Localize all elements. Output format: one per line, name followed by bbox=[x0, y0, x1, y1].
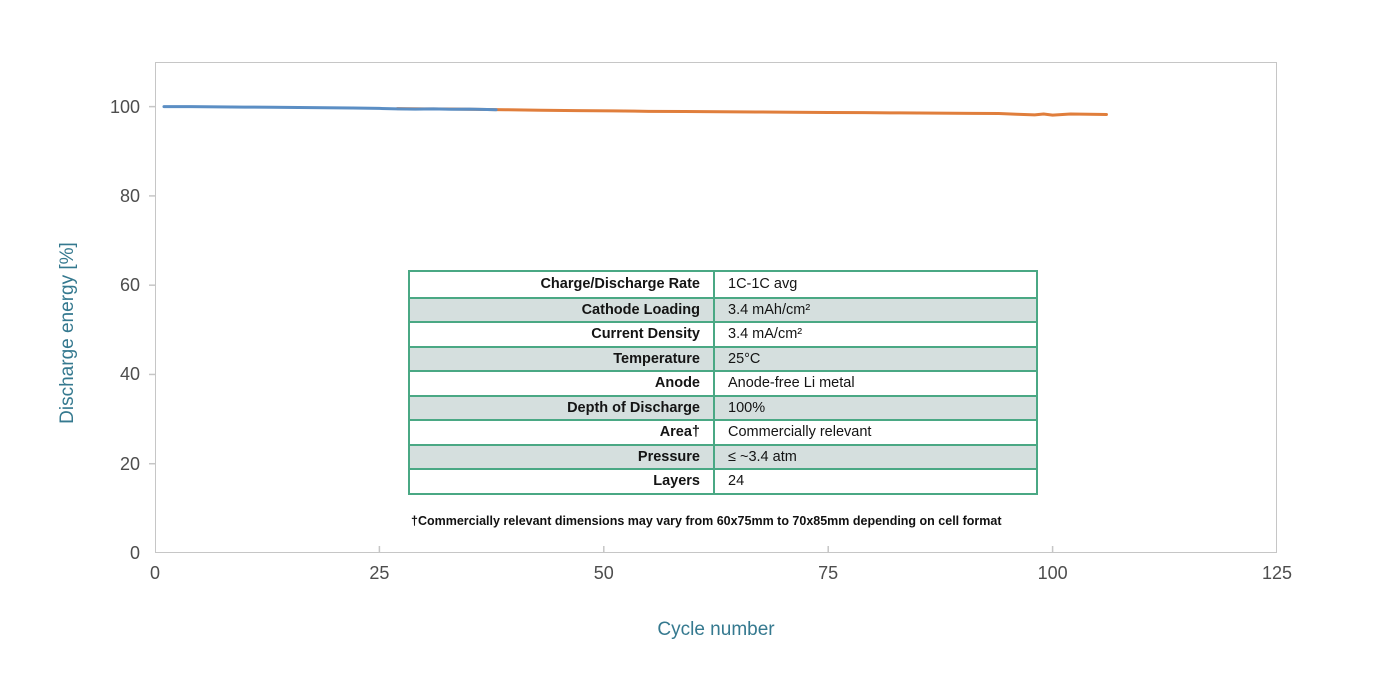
series-lines bbox=[162, 105, 1108, 117]
table-row-label: Cathode Loading bbox=[581, 301, 700, 318]
table-row: Pressure ≤ ~3.4 atm bbox=[410, 443, 1036, 468]
table-row-value: 3.4 mA/cm² bbox=[713, 323, 1036, 346]
table-row-value: ≤ ~3.4 atm bbox=[713, 445, 1036, 468]
table-row-value: Anode-free Li metal bbox=[713, 372, 1036, 395]
x-tick-label: 100 bbox=[1037, 563, 1068, 583]
table-row-value: 3.4 mAh/cm² bbox=[713, 298, 1036, 321]
table-row-label: Current Density bbox=[591, 326, 700, 343]
y-tick-label: 20 bbox=[119, 453, 140, 474]
x-tick-label: 125 bbox=[1261, 563, 1293, 583]
cell-spec-table: Charge/Discharge Rate 1C-1C avg Cathode Lo… bbox=[408, 270, 1038, 495]
tick-marks bbox=[149, 105, 1054, 553]
x-tick-label: 0 bbox=[149, 563, 160, 583]
table-row-value: 100% bbox=[713, 396, 1036, 419]
table-row: Depth of Discharge 100% bbox=[410, 394, 1036, 419]
table-row: Anode Anode-free Li metal bbox=[410, 370, 1036, 395]
table-row-label: Charge/Discharge Rate bbox=[540, 276, 700, 293]
table-row-value: 25°C bbox=[713, 347, 1036, 370]
x-axis-title: Cycle number bbox=[657, 619, 775, 640]
table-row-label: Temperature bbox=[613, 350, 700, 367]
table-row-value: Commercially relevant bbox=[713, 421, 1036, 444]
table-row: Current Density 3.4 mA/cm² bbox=[410, 321, 1036, 346]
y-tick-label: 60 bbox=[119, 275, 140, 296]
table-row-label: Layers bbox=[653, 473, 700, 490]
y-tick-label: 80 bbox=[119, 185, 140, 206]
table-row-value: 24 bbox=[713, 470, 1036, 493]
plot-area-border bbox=[155, 62, 1277, 553]
table-row: Area† Commercially relevant bbox=[410, 419, 1036, 444]
y-tick-label: 0 bbox=[129, 543, 140, 563]
table-row-label: Pressure bbox=[637, 448, 700, 465]
x-tick-label: 75 bbox=[818, 563, 839, 583]
table-row: Layers 24 bbox=[410, 468, 1036, 493]
table-row-label: Depth of Discharge bbox=[567, 399, 700, 416]
table-row-label: Anode bbox=[654, 375, 700, 392]
y-tick-label: 100 bbox=[109, 96, 140, 117]
y-axis-title: Discharge energy [%] bbox=[57, 242, 78, 424]
series-line-cycling-segment-1 bbox=[162, 105, 498, 112]
table-row-value: 1C-1C avg bbox=[713, 272, 1036, 297]
table-row: Charge/Discharge Rate 1C-1C avg bbox=[410, 272, 1036, 297]
series-line-cycling-segment-2 bbox=[395, 107, 1108, 117]
table-footnote: †Commercially relevant dimensions may va… bbox=[411, 514, 1002, 528]
table-row-label: Area† bbox=[659, 424, 700, 441]
table-row: Cathode Loading 3.4 mAh/cm² bbox=[410, 296, 1036, 321]
x-tick-label: 25 bbox=[369, 563, 390, 583]
table-row: Temperature 25°C bbox=[410, 345, 1036, 370]
y-tick-label: 40 bbox=[119, 364, 140, 385]
x-tick-label: 50 bbox=[593, 563, 614, 583]
